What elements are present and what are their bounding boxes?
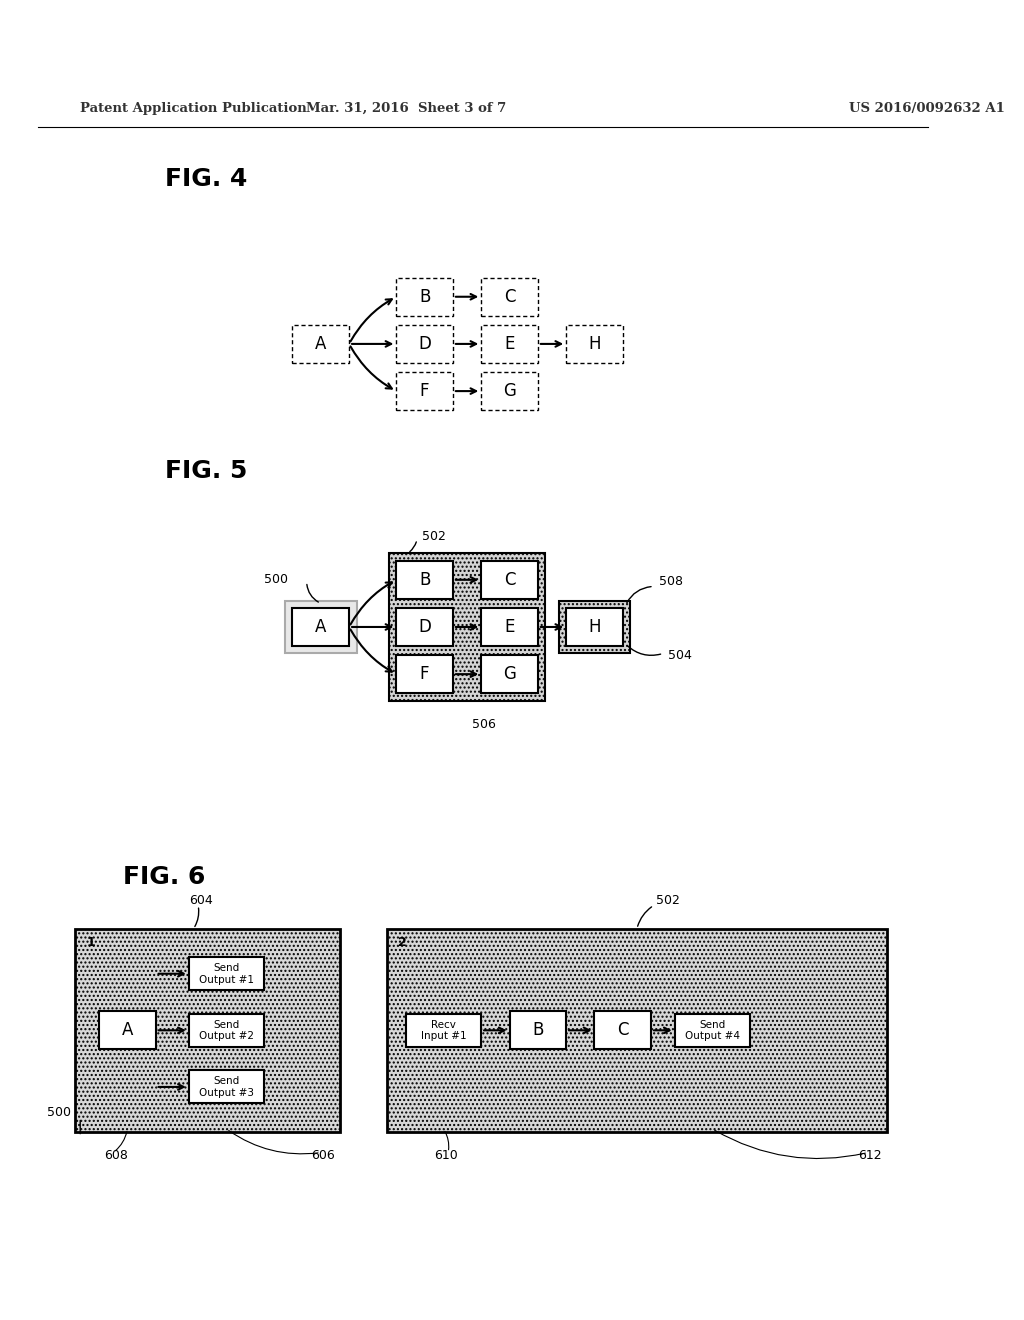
Text: H: H (588, 335, 601, 352)
Bar (396, 655, 453, 693)
Text: D: D (418, 335, 431, 352)
Text: 610: 610 (434, 1148, 458, 1162)
Bar (396, 561, 453, 599)
Bar (396, 609, 453, 645)
Text: Send
Output #3: Send Output #3 (199, 1076, 254, 1098)
Text: Patent Application Publication: Patent Application Publication (80, 102, 307, 115)
Bar (76, 929, 340, 1131)
Text: 608: 608 (103, 1148, 128, 1162)
Text: Mar. 31, 2016  Sheet 3 of 7: Mar. 31, 2016 Sheet 3 of 7 (305, 102, 506, 115)
Bar (406, 1014, 481, 1047)
Text: F: F (420, 381, 429, 400)
Text: G: G (503, 381, 516, 400)
Text: Send
Output #4: Send Output #4 (685, 1019, 740, 1041)
Bar (481, 372, 538, 411)
Text: C: C (504, 570, 515, 589)
Bar (396, 279, 453, 315)
Bar (566, 609, 623, 645)
Text: A: A (315, 618, 327, 636)
Text: B: B (419, 570, 430, 589)
Text: E: E (504, 335, 515, 352)
Text: 504: 504 (668, 649, 692, 661)
Text: 508: 508 (658, 576, 683, 589)
Text: FIG. 4: FIG. 4 (165, 166, 248, 191)
Bar (188, 1014, 264, 1047)
Text: F: F (420, 665, 429, 684)
Text: 502: 502 (655, 894, 680, 907)
Bar (558, 601, 630, 653)
Text: FIG. 6: FIG. 6 (123, 865, 205, 888)
Text: Send
Output #2: Send Output #2 (199, 1019, 254, 1041)
Bar (285, 601, 356, 653)
Text: FIG. 5: FIG. 5 (165, 459, 248, 483)
Bar (389, 553, 546, 701)
Text: Send
Output #1: Send Output #1 (199, 962, 254, 985)
Text: A: A (315, 335, 327, 352)
Text: 502: 502 (422, 529, 445, 543)
Bar (481, 325, 538, 363)
Bar (99, 1011, 156, 1049)
Bar (481, 561, 538, 599)
Bar (188, 1071, 264, 1104)
Text: C: C (617, 1022, 629, 1039)
Bar (558, 601, 630, 653)
Bar (387, 929, 887, 1131)
Bar (188, 957, 264, 990)
Text: 1: 1 (87, 936, 95, 949)
Bar (293, 325, 349, 363)
Bar (293, 609, 349, 645)
Bar (389, 553, 546, 701)
Text: 506: 506 (472, 718, 496, 731)
Text: B: B (419, 288, 430, 306)
Text: Recv
Input #1: Recv Input #1 (421, 1019, 466, 1041)
Bar (675, 1014, 751, 1047)
Text: H: H (588, 618, 601, 636)
Bar (481, 279, 538, 315)
Text: 500: 500 (47, 1106, 71, 1119)
Text: A: A (122, 1022, 133, 1039)
Text: G: G (503, 665, 516, 684)
Bar (566, 325, 623, 363)
Bar (396, 372, 453, 411)
Text: E: E (504, 618, 515, 636)
Text: B: B (532, 1022, 544, 1039)
Bar (594, 1011, 651, 1049)
Text: US 2016/0092632 A1: US 2016/0092632 A1 (849, 102, 1005, 115)
Text: 606: 606 (311, 1148, 335, 1162)
Bar (481, 609, 538, 645)
Bar (510, 1011, 566, 1049)
Bar (387, 929, 887, 1131)
Text: C: C (504, 288, 515, 306)
Bar (396, 325, 453, 363)
Text: D: D (418, 618, 431, 636)
Text: 604: 604 (188, 894, 212, 907)
Text: 612: 612 (858, 1148, 883, 1162)
Text: 500: 500 (264, 573, 288, 586)
Bar (481, 655, 538, 693)
Text: 2: 2 (398, 936, 407, 949)
Bar (76, 929, 340, 1131)
